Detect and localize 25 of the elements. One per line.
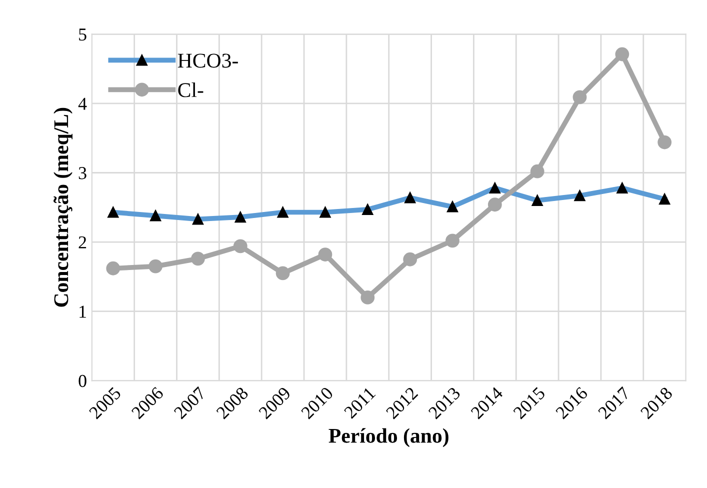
point (106, 261, 120, 276)
point (148, 259, 162, 274)
point (318, 248, 332, 262)
legend-label: HCO3- (178, 54, 238, 68)
point (446, 234, 460, 248)
point (488, 198, 502, 212)
y-axis-title: Concentração (meq/L) (54, 108, 72, 307)
point (191, 252, 205, 266)
y-tick-label: 5 (79, 28, 86, 41)
y-tick-label: 4 (78, 98, 87, 110)
x-tick-label: 2011 (344, 386, 376, 419)
point (233, 239, 248, 254)
y-tick-label: 3 (78, 167, 86, 180)
point (530, 164, 544, 178)
point (360, 290, 375, 304)
point (658, 135, 672, 150)
point (615, 47, 630, 62)
point (276, 266, 290, 280)
x-axis-title: Período (ano) (328, 428, 448, 448)
point (572, 90, 587, 104)
point (403, 252, 418, 266)
y-tick-label: 2 (78, 236, 86, 248)
y-tick-label: 1 (80, 306, 86, 318)
legend-label: Cl- (178, 82, 204, 98)
y-tick-label: 0 (78, 374, 86, 388)
